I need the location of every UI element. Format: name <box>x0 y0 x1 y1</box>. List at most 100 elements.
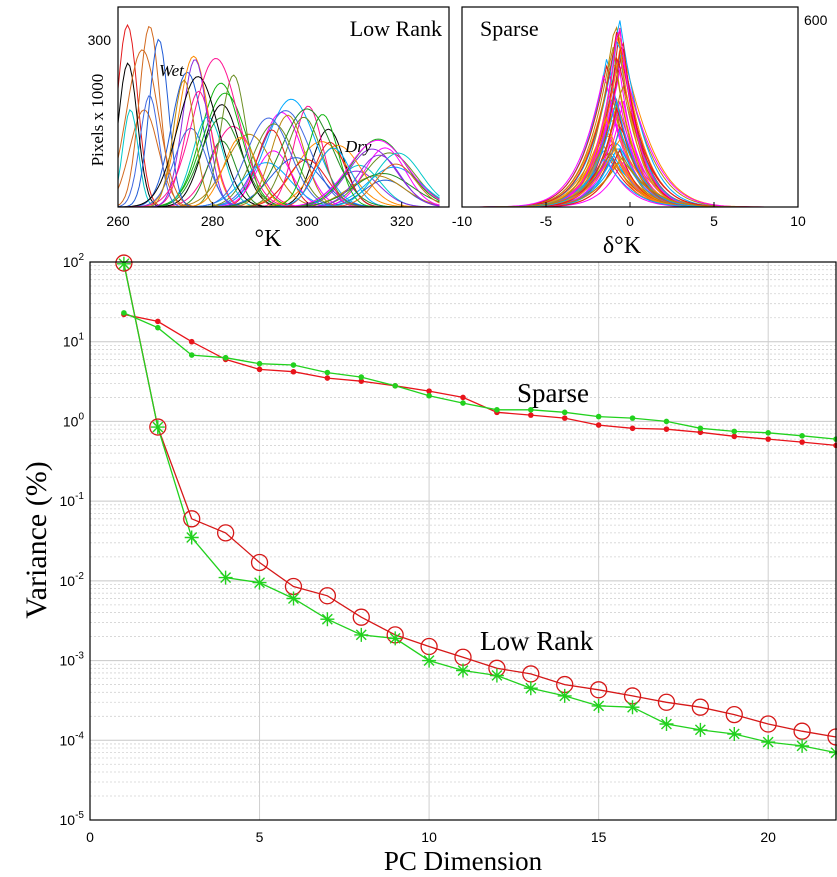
variance-frame <box>89 261 837 821</box>
low-rank-data-point <box>591 698 606 713</box>
low-rank-data-point <box>183 510 201 528</box>
sparse-data-point <box>663 426 670 432</box>
sparse-data-point <box>256 366 263 373</box>
sparse-histogram-line <box>462 135 798 208</box>
sparse-data-point <box>188 352 195 358</box>
low-rank-x-axis-label: °K <box>255 226 283 252</box>
low-rank-series-line <box>123 263 837 754</box>
variance-y-axis-label: Variance (%) <box>20 461 53 618</box>
sparse-x-tick-minus-10: -10 <box>452 213 472 229</box>
wet-annotation: Wet <box>159 61 185 80</box>
low-rank-x-tick-300: 300 <box>295 213 319 229</box>
sparse-data-point <box>595 422 602 428</box>
variance-x-tick-0: 0 <box>86 829 94 845</box>
low-rank-data-point <box>252 575 267 590</box>
sparse-data-point <box>629 425 636 432</box>
low-rank-frame <box>117 6 450 208</box>
sparse-data-point <box>290 368 297 375</box>
variance-y-tick-label: 100 <box>63 411 85 429</box>
sparse-data-point <box>561 415 568 421</box>
dry-annotation: Dry <box>344 137 372 156</box>
low-rank-data-point <box>320 612 335 627</box>
variance-y-tick-label: 10-5 <box>60 810 85 828</box>
sparse-data-point <box>731 428 738 435</box>
low-rank-data-point <box>659 717 674 731</box>
variance-x-tick-15: 15 <box>591 829 607 845</box>
variance-y-tick-label: 10-3 <box>60 651 85 669</box>
sparse-x-tick-minus-5: -5 <box>540 213 553 229</box>
sparse-data-point <box>426 388 432 394</box>
sparse-data-point <box>155 324 161 331</box>
low-rank-data-point <box>759 715 777 733</box>
variance-x-axis-label: PC Dimension <box>384 846 543 876</box>
sparse-data-point <box>222 354 229 361</box>
low-rank-y-axis-label: Pixels x 1000 <box>88 74 107 167</box>
low-rank-data-point <box>286 591 301 606</box>
sparse-x-tick-5: 5 <box>710 213 718 229</box>
low-rank-histogram-line <box>118 71 440 208</box>
sparse-data-point <box>358 378 365 384</box>
low-rank-y-tick-300: 300 <box>88 32 112 48</box>
low-rank-data-point <box>352 608 370 626</box>
sparse-data-point <box>460 394 466 401</box>
sparse-data-point <box>392 382 398 389</box>
low-rank-histogram-line <box>118 76 440 208</box>
panel-low-rank-histograms: Low Rank Wet Dry Pixels x 1000 300 260 2… <box>88 6 450 252</box>
low-rank-histogram-line <box>118 74 440 208</box>
low-rank-data-point <box>657 693 676 711</box>
sparse-data-point <box>528 412 534 418</box>
variance-x-tick-10: 10 <box>421 829 437 845</box>
sparse-data-point <box>324 375 331 381</box>
sparse-x-tick-0: 0 <box>626 213 634 229</box>
sparse-data-point <box>663 418 670 425</box>
variance-y-tick-label: 102 <box>63 252 85 270</box>
sparse-data-point <box>595 413 602 420</box>
sparse-series-line <box>123 312 837 440</box>
sparse-x-tick-10: 10 <box>790 213 806 229</box>
low-rank-data-point <box>691 698 710 716</box>
low-rank-histogram-line <box>118 82 440 208</box>
sparse-data-point <box>799 439 805 445</box>
low-rank-data-point <box>523 681 538 696</box>
low-rank-data-point <box>184 530 199 545</box>
sparse-data-point <box>629 415 636 421</box>
sparse-data-point <box>799 433 805 439</box>
variance-y-tick-label: 10-1 <box>60 491 85 509</box>
sparse-data-point <box>358 374 365 380</box>
sparse-frame <box>461 6 799 208</box>
sparse-x-axis-label: δ°K <box>603 233 642 259</box>
variance-y-tick-label: 101 <box>63 332 85 350</box>
low-rank-data-point <box>795 738 810 753</box>
sparse-panel-title: Sparse <box>480 16 539 41</box>
sparse-histogram-line <box>462 41 798 208</box>
low-rank-data-point <box>354 627 369 642</box>
low-rank-data-point <box>725 705 743 724</box>
sparse-data-point <box>188 338 195 345</box>
panel-sparse-histograms: Sparse 600 -10 -5 0 5 10 δ°K <box>452 6 828 259</box>
sparse-data-point <box>697 425 704 432</box>
low-rank-panel-title: Low Rank <box>350 16 442 41</box>
low-rank-x-tick-320: 320 <box>390 213 414 229</box>
sparse-data-point <box>697 429 704 436</box>
low-rank-data-point <box>761 735 776 750</box>
sparse-data-point <box>256 360 263 367</box>
low-rank-x-tick-280: 280 <box>201 213 225 229</box>
low-rank-data-point <box>693 722 708 737</box>
sparse-data-point <box>324 369 331 376</box>
sparse-data-point <box>494 406 500 413</box>
low-rank-data-point <box>318 587 337 605</box>
sparse-y-tick-600: 600 <box>804 12 828 28</box>
low-rank-data-point <box>149 418 167 436</box>
low-rank-data-point <box>116 256 131 271</box>
sparse-data-point <box>290 362 297 368</box>
variance-x-tick-5: 5 <box>256 829 264 845</box>
sparse-data-point <box>528 406 534 413</box>
sparse-data-point <box>765 430 771 436</box>
variance-y-tick-label: 10-2 <box>60 571 85 589</box>
variance-x-tick-20: 20 <box>760 829 776 845</box>
low-rank-data-point <box>150 420 165 435</box>
low-rank-data-point <box>216 524 235 542</box>
low-rank-curve-label: Low Rank <box>480 626 594 656</box>
